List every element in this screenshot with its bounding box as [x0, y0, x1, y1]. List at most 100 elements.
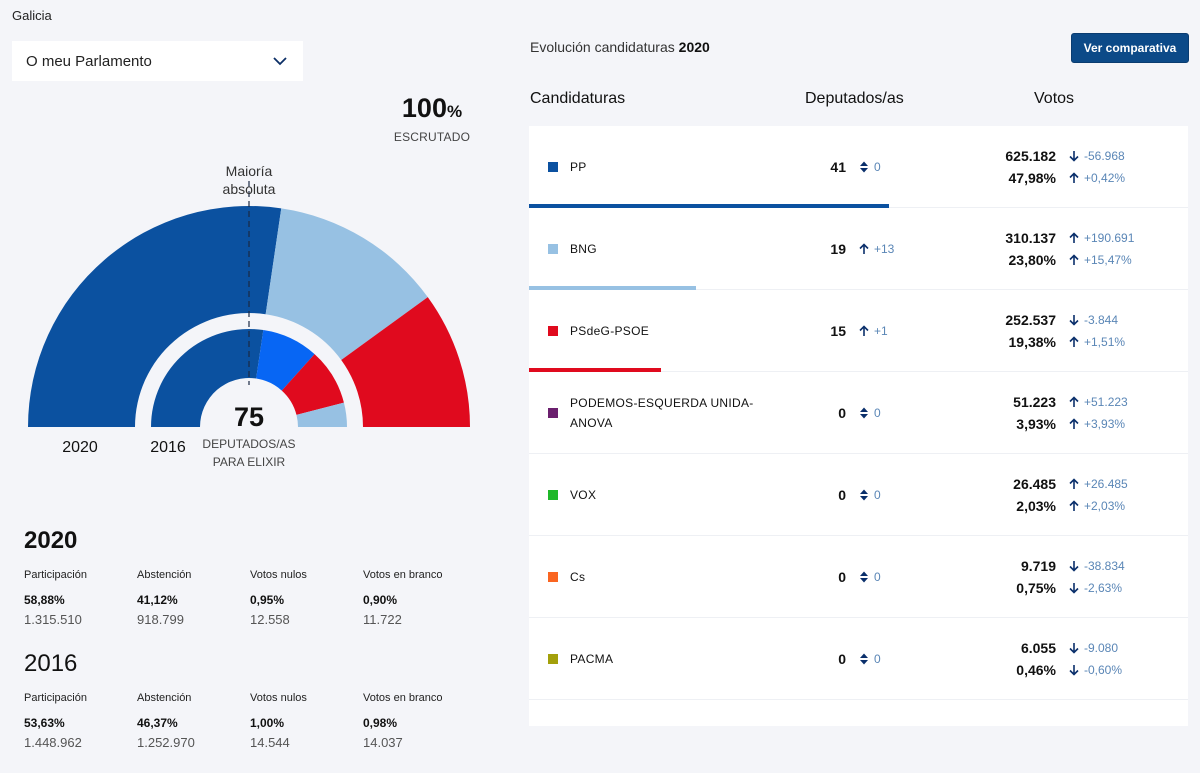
stat-null-votes: Votos nulos 0,95% 12.558: [250, 569, 307, 627]
stat-participation: Participación 53,63% 1.448.962: [24, 692, 87, 750]
vote-percent-change: +15,47%: [1069, 249, 1134, 271]
vote-totals: 26.485 2,03%: [1013, 473, 1056, 517]
inner-segment-en-marea[interactable]: [256, 330, 315, 391]
seat-count: 19: [830, 240, 846, 257]
table-row[interactable]: PP 41 0 625.182 47,98% -56.968 +0,42%: [529, 126, 1188, 208]
stat-blank-votes: Votos en branco 0,90% 11.722: [363, 569, 443, 627]
vote-percent-change: -2,63%: [1069, 577, 1125, 599]
evolution-title: Evolución candidaturas 2020: [530, 39, 710, 55]
outer-segment-pp[interactable]: [28, 205, 282, 427]
arrow-up-icon: [1069, 253, 1079, 265]
compare-button[interactable]: Ver comparativa: [1071, 33, 1189, 63]
year-title: 2020: [24, 527, 78, 554]
arrow-up-icon: [1069, 499, 1079, 511]
inner-year-label: 2016: [150, 439, 186, 456]
vote-count: 625.182: [1005, 147, 1056, 164]
outer-segment-bng[interactable]: [265, 208, 428, 360]
vote-percent: 19,38%: [1008, 333, 1056, 350]
seat-change: 0: [859, 652, 881, 666]
inner-segment-psdeg-psoe[interactable]: [281, 354, 344, 415]
vote-percent-change: +3,93%: [1069, 413, 1128, 435]
vote-percent-change: +1,51%: [1069, 331, 1125, 353]
vote-count-change: +51.223: [1069, 391, 1128, 413]
vote-totals: 625.182 47,98%: [1005, 145, 1056, 189]
party-name: Cs: [570, 569, 586, 584]
vote-count-change: -56.968: [1069, 145, 1125, 167]
table-row[interactable]: PODEMOS-ESQUERDA UNIDA-ANOVA 0 0 51.223 …: [529, 372, 1188, 454]
vote-changes: -38.834 -2,63%: [1069, 555, 1125, 599]
majority-label-2: absoluta: [223, 181, 276, 197]
vote-percent: 0,46%: [1016, 661, 1056, 678]
table-row[interactable]: Cs 0 0 9.719 0,75% -38.834 -2,63%: [529, 536, 1188, 618]
header-votes: Votos: [1034, 90, 1075, 107]
equal-updown-icon: [860, 407, 868, 418]
party-name: BNG: [570, 241, 597, 256]
vote-count-change: +26.485: [1069, 473, 1128, 495]
party-color-swatch: [548, 571, 558, 582]
arrow-down-icon: [1069, 664, 1079, 676]
seat-count: 0: [838, 568, 846, 585]
vote-percent: 0,75%: [1016, 579, 1056, 596]
equal-updown-icon: [860, 489, 868, 500]
vote-changes: +190.691 +15,47%: [1069, 227, 1134, 271]
vote-totals: 6.055 0,46%: [1016, 637, 1056, 681]
table-row[interactable]: PSdeG-PSOE 15 +1 252.537 19,38% -3.844 +…: [529, 290, 1188, 372]
vote-percent: 3,93%: [1016, 415, 1056, 432]
table-row[interactable]: PACMA 0 0 6.055 0,46% -9.080 -0,60%: [529, 618, 1188, 700]
arrow-down-icon: [1069, 560, 1079, 572]
total-seats-label-1: DEPUTADOS/AS: [202, 437, 295, 451]
parliament-dropdown[interactable]: O meu Parlamento: [12, 41, 303, 81]
party-color-swatch: [548, 407, 558, 418]
inner-ring-2016: [151, 329, 347, 427]
year-2016-summary: 2016 Participación 53,63% 1.448.962 Absten…: [24, 650, 476, 750]
outer-ring-2020: [28, 205, 470, 427]
table-row-clipped[interactable]: [529, 700, 1188, 726]
region-label: Galicia: [12, 8, 52, 23]
stat-null-votes: Votos nulos 1,00% 14.544: [250, 692, 307, 750]
scrutiny-percent: 100%: [401, 93, 463, 123]
seat-change: 0: [859, 160, 881, 174]
seat-share-bar: [529, 368, 661, 372]
vote-count: 9.719: [1020, 557, 1056, 574]
seat-change: +1: [859, 324, 888, 338]
results-table[interactable]: PP 41 0 625.182 47,98% -56.968 +0,42% BN…: [529, 126, 1188, 726]
header-deputies: Deputados/as: [805, 90, 904, 107]
vote-totals: 252.537 19,38%: [1005, 309, 1056, 353]
vote-count: 51.223: [1013, 393, 1056, 410]
arrow-down-icon: [1069, 314, 1079, 326]
total-seats: 75: [234, 402, 264, 432]
scrutiny-label: ESCRUTADO: [393, 130, 471, 144]
arrow-up-icon: [1069, 171, 1079, 183]
equal-updown-icon: [860, 653, 868, 664]
arrow-up-icon: [1069, 395, 1079, 407]
inner-segment-pp[interactable]: [151, 329, 264, 427]
equal-updown-icon: [860, 571, 868, 582]
arrow-down-icon: [1069, 150, 1079, 162]
party-name: VOX: [570, 487, 597, 502]
seat-count: 0: [838, 404, 846, 421]
outer-segment-psdeg-psoe[interactable]: [341, 297, 470, 427]
arrow-down-icon: [1069, 582, 1079, 594]
year-2020-summary: 2020 Participación 58,88% 1.315.510 Absten…: [24, 527, 476, 627]
vote-count-change: -3.844: [1069, 309, 1125, 331]
arrow-up-icon: [859, 324, 869, 336]
seat-share-bar: [529, 204, 889, 208]
vote-totals: 9.719 0,75%: [1016, 555, 1056, 599]
vote-count-change: -9.080: [1069, 637, 1122, 659]
vote-count: 252.537: [1005, 311, 1056, 328]
vote-percent-change: +2,03%: [1069, 495, 1128, 517]
outer-year-label: 2020: [62, 439, 98, 456]
seat-share-bar: [529, 286, 696, 290]
inner-segment-bng[interactable]: [296, 402, 347, 427]
vote-totals: 310.137 23,80%: [1005, 227, 1056, 271]
vote-changes: -56.968 +0,42%: [1069, 145, 1125, 189]
party-color-swatch: [548, 653, 558, 664]
equal-updown-icon: [860, 161, 868, 172]
table-row[interactable]: VOX 0 0 26.485 2,03% +26.485 +2,03%: [529, 454, 1188, 536]
vote-percent-change: -0,60%: [1069, 659, 1122, 681]
party-name: PSdeG-PSOE: [570, 323, 650, 338]
arrow-up-icon: [859, 242, 869, 254]
table-row[interactable]: BNG 19 +13 310.137 23,80% +190.691 +15,4…: [529, 208, 1188, 290]
party-color-swatch: [548, 325, 558, 336]
party-name: PODEMOS-ESQUERDA UNIDA-ANOVA: [570, 395, 754, 430]
